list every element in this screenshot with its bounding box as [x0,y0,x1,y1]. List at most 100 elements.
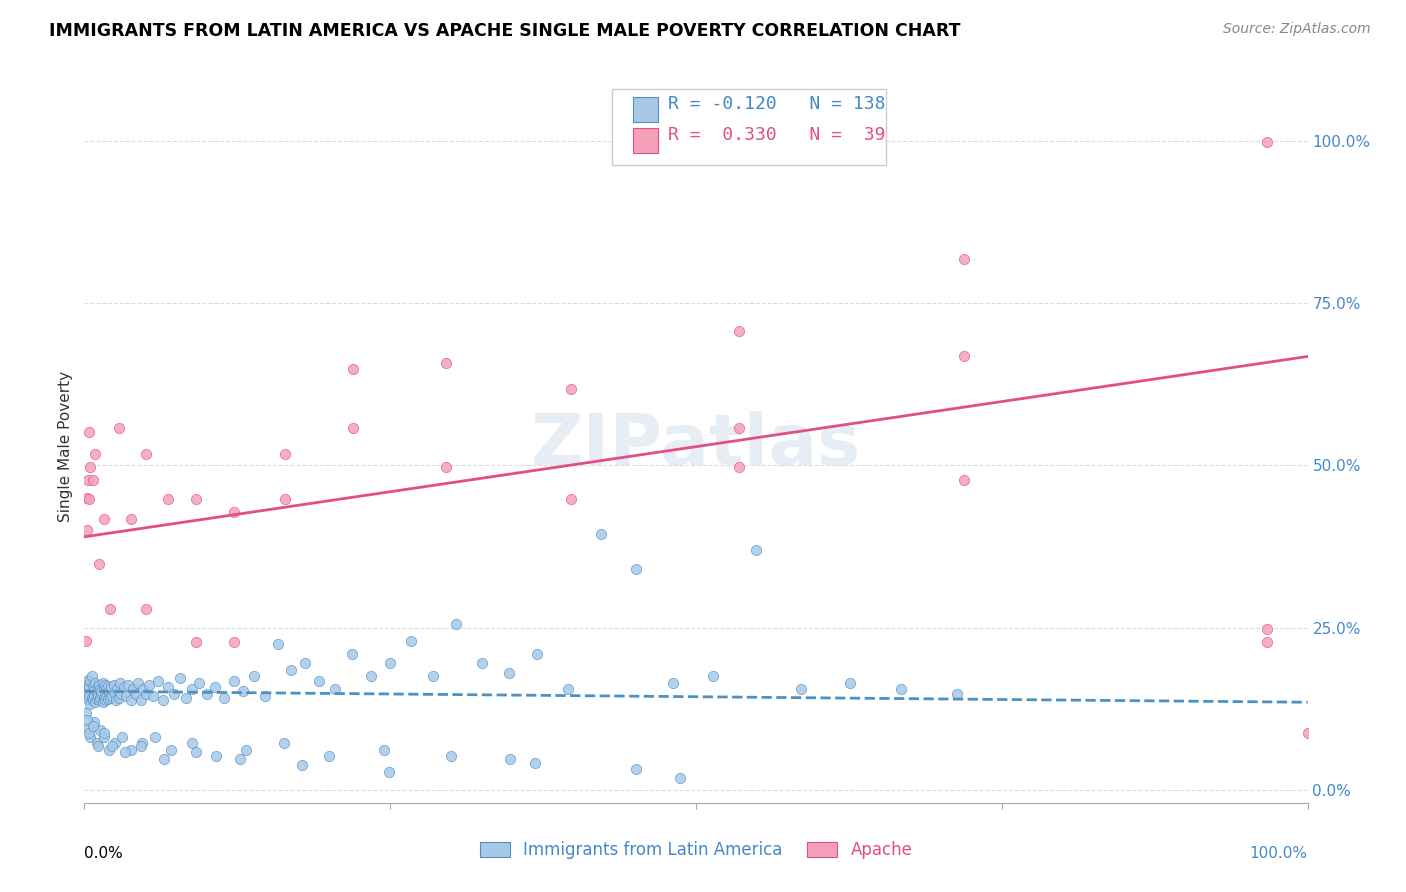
Point [76,678,98,692]
Text: ZIPatlas: ZIPatlas [531,411,860,481]
Point [91,675,114,690]
Point [107,421,129,435]
Point [93,511,115,525]
Point [82,719,104,733]
Point [169,671,191,685]
Point [274,492,297,507]
Point [1256,136,1278,150]
Point [745,542,768,557]
Point [93,690,115,705]
Point [82,693,104,707]
Point [560,492,582,507]
Point [104,736,127,750]
Point [90,687,112,701]
Point [89,723,111,738]
Point [90,684,112,698]
Point [94,678,117,692]
Point [205,749,228,764]
Point [373,742,395,756]
Text: R =  0.330   N =  39: R = 0.330 N = 39 [668,126,886,144]
Point [222,505,245,519]
Point [318,749,340,764]
Point [77,425,100,439]
Point [105,682,128,697]
Point [222,635,245,649]
Point [1256,622,1278,636]
Point [100,681,122,695]
Point [436,459,458,474]
Point [436,356,458,370]
Point [174,690,197,705]
Point [76,524,98,538]
Point [184,492,207,507]
Point [97,687,120,701]
Point [204,681,226,695]
Point [107,690,129,705]
Point [93,730,115,744]
Point [323,682,346,697]
Point [87,693,110,707]
Point [181,682,204,697]
Point [84,675,107,690]
Point [117,678,139,692]
Point [188,675,211,690]
Point [471,657,494,671]
Point [101,689,124,703]
Point [228,752,250,766]
Point [122,682,145,697]
Point [86,692,108,706]
Point [94,693,117,707]
Point [291,758,314,772]
Point [77,721,100,735]
Point [212,690,235,705]
Point [98,690,121,705]
Y-axis label: Single Male Poverty: Single Male Poverty [58,370,73,522]
Point [114,745,136,759]
Point [440,749,463,764]
Point [839,675,862,690]
Point [953,252,976,267]
Point [498,666,520,681]
Point [89,682,111,697]
Point [702,669,724,683]
Point [184,745,207,759]
Point [115,689,138,703]
Point [266,637,288,651]
Point [156,681,179,695]
Point [143,730,166,744]
Point [97,684,120,698]
Point [195,687,218,701]
Point [669,771,692,785]
Point [87,557,110,571]
Point [110,687,132,701]
Point [76,687,98,701]
Point [77,473,100,487]
Point [380,657,402,671]
Point [79,697,101,711]
Point [80,669,103,683]
Point [104,687,127,701]
Point [790,682,813,697]
Point [82,473,104,487]
Point [184,635,207,649]
Point [953,350,976,364]
Point [93,725,115,739]
Point [132,682,155,697]
Point [557,682,579,697]
Point [98,602,121,616]
Point [127,675,149,690]
Point [342,421,364,435]
Point [624,562,647,576]
Point [342,647,364,661]
Point [499,752,522,766]
Point [76,713,98,727]
Point [232,684,254,698]
Point [75,633,97,648]
Point [87,689,110,703]
Point [91,695,114,709]
Point [120,511,142,525]
Point [661,675,683,690]
Point [75,682,97,697]
Point [308,673,330,688]
Point [79,730,101,744]
